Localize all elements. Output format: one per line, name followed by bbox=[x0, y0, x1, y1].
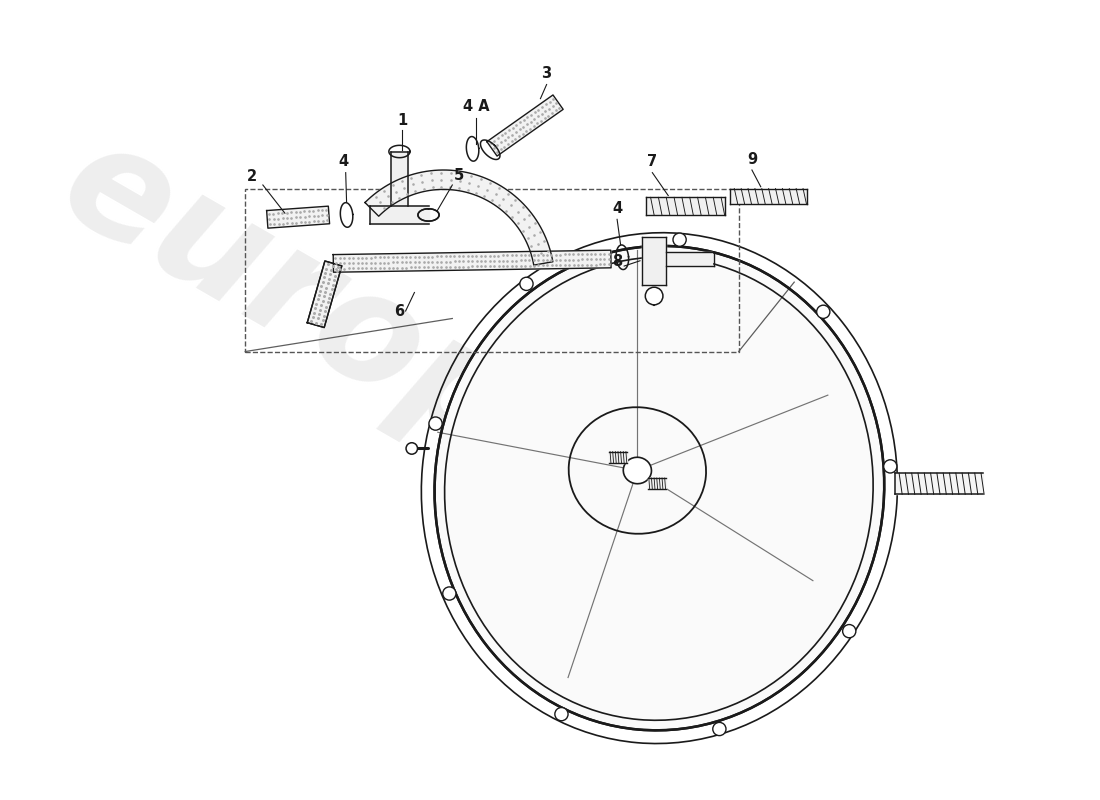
Circle shape bbox=[442, 587, 456, 600]
Text: 7: 7 bbox=[647, 154, 658, 170]
Polygon shape bbox=[333, 250, 612, 272]
Bar bbox=[245, 189, 739, 351]
Ellipse shape bbox=[624, 458, 651, 484]
Circle shape bbox=[429, 417, 442, 430]
Polygon shape bbox=[266, 206, 330, 228]
Text: 3: 3 bbox=[541, 66, 552, 82]
Polygon shape bbox=[365, 170, 553, 265]
Polygon shape bbox=[667, 252, 713, 266]
Polygon shape bbox=[730, 189, 807, 204]
Text: a passion for parts since 1985: a passion for parts since 1985 bbox=[436, 477, 795, 641]
Ellipse shape bbox=[434, 246, 884, 730]
Polygon shape bbox=[648, 478, 666, 490]
Text: 2: 2 bbox=[248, 170, 257, 185]
Text: 8: 8 bbox=[612, 254, 623, 269]
Polygon shape bbox=[894, 473, 982, 494]
Polygon shape bbox=[307, 261, 342, 327]
Polygon shape bbox=[646, 198, 726, 215]
Circle shape bbox=[816, 305, 829, 318]
Circle shape bbox=[554, 707, 568, 721]
Text: 6: 6 bbox=[395, 304, 405, 319]
Polygon shape bbox=[390, 154, 408, 206]
Circle shape bbox=[843, 625, 856, 638]
Circle shape bbox=[406, 442, 418, 454]
Polygon shape bbox=[371, 206, 429, 224]
Circle shape bbox=[646, 287, 663, 305]
Text: 4 A: 4 A bbox=[463, 99, 490, 114]
Text: 5: 5 bbox=[453, 168, 463, 182]
Circle shape bbox=[883, 460, 896, 473]
Polygon shape bbox=[641, 237, 667, 286]
Polygon shape bbox=[609, 451, 627, 463]
Text: 4: 4 bbox=[612, 201, 623, 216]
Circle shape bbox=[673, 233, 686, 246]
Text: 4: 4 bbox=[339, 154, 349, 170]
Text: 9: 9 bbox=[747, 152, 757, 167]
Circle shape bbox=[713, 722, 726, 736]
Text: 1: 1 bbox=[397, 113, 407, 128]
Polygon shape bbox=[487, 95, 563, 156]
Circle shape bbox=[520, 278, 534, 290]
Polygon shape bbox=[307, 261, 342, 327]
Text: europarts: europarts bbox=[36, 106, 841, 658]
